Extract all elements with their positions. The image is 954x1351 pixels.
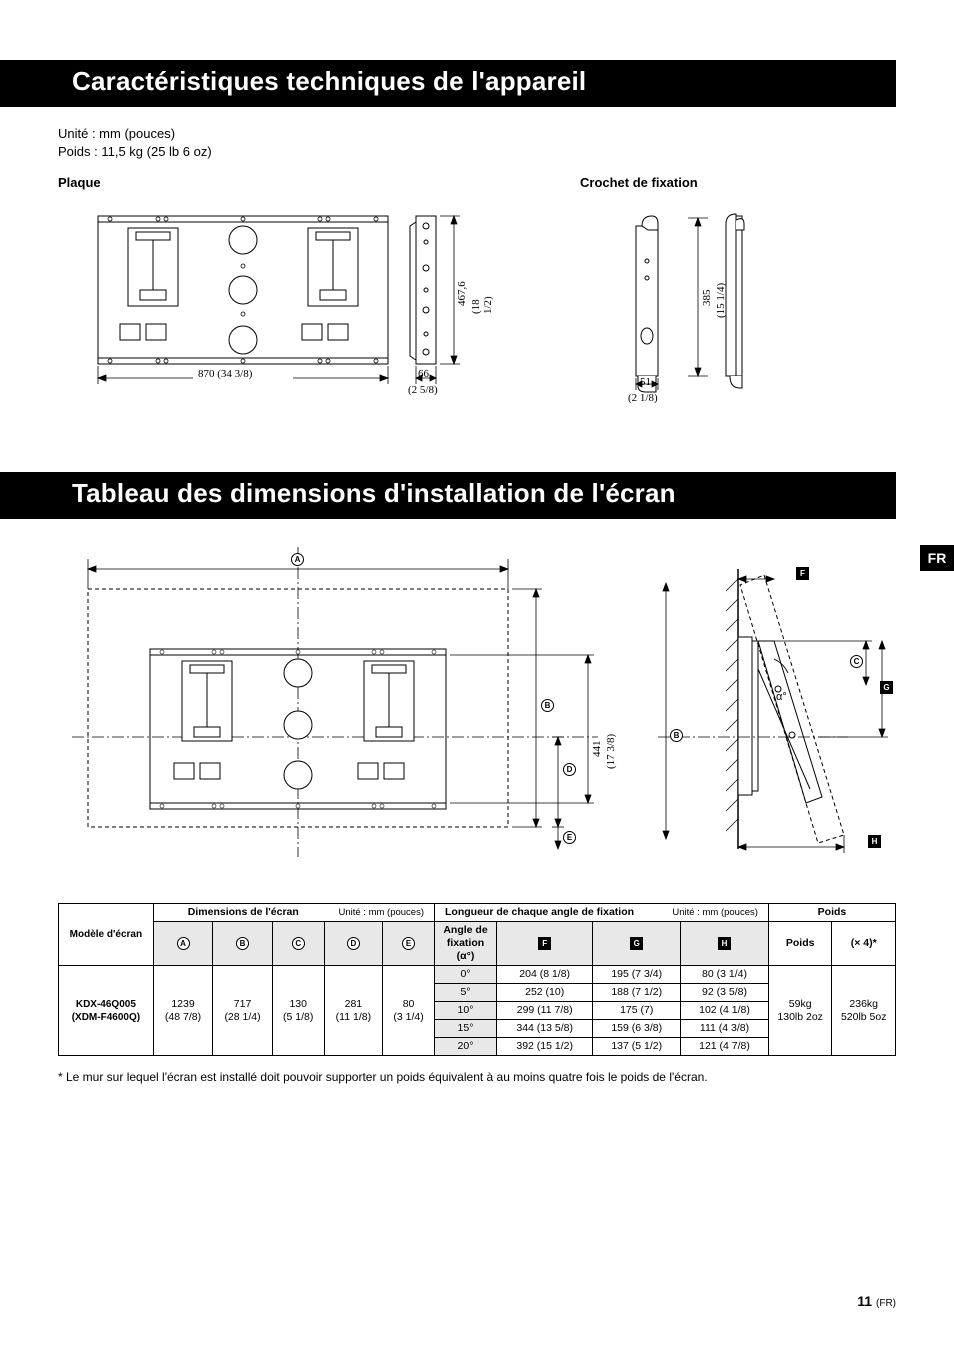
section1-title: Caractéristiques techniques de l'apparei… — [72, 66, 882, 97]
weight4-col: (× 4)* — [832, 922, 896, 966]
front-dim-441: 441 — [591, 741, 603, 758]
label-C-side: C — [850, 655, 863, 668]
plate-colw-in: (2 5/8) — [408, 384, 438, 396]
angle-4-H: 121 (4 7/8) — [681, 1038, 769, 1056]
angle-1-F: 252 (10) — [497, 984, 593, 1002]
angle-0-F: 204 (8 1/8) — [497, 966, 593, 984]
angle-3-G: 159 (6 3/8) — [593, 1020, 681, 1038]
page-num: 11 — [857, 1293, 872, 1309]
section2-band: Tableau des dimensions d'installation de… — [0, 472, 896, 519]
angle-3-deg: 15° — [435, 1020, 497, 1038]
angle-2-G: 175 (7) — [593, 1002, 681, 1020]
front-dim-441-in: (17 3/8) — [605, 734, 617, 769]
model-header: Modèle d'écran — [59, 904, 154, 966]
dim-E: 80 (3 1/4) — [383, 966, 435, 1056]
label-F: F — [796, 567, 809, 580]
angle-2-F: 299 (11 7/8) — [497, 1002, 593, 1020]
model-line1: KDX-46Q005 — [63, 998, 149, 1011]
col-A: A — [177, 937, 190, 950]
hook-width-mm: 51 — [640, 376, 651, 388]
dim-C: 130 (5 1/8) — [272, 966, 324, 1056]
dims-header: Dimensions de l'écran — [158, 906, 299, 919]
angle-2-deg: 10° — [435, 1002, 497, 1020]
len-header: Longueur de chaque angle de fixation — [439, 906, 634, 919]
angle-4-deg: 20° — [435, 1038, 497, 1056]
angle-2-H: 102 (4 1/8) — [681, 1002, 769, 1020]
label-H: H — [868, 835, 881, 848]
hook-figure: 51 (2 1/8) 385 (15 1/4) — [558, 206, 818, 436]
angle-4-F: 392 (15 1/2) — [497, 1038, 593, 1056]
plate-height-in: (18 1/2) — [470, 286, 494, 314]
angle-0-G: 195 (7 3/4) — [593, 966, 681, 984]
angle-0-deg: 0° — [435, 966, 497, 984]
col-B: B — [236, 937, 249, 950]
label-A-front: A — [291, 553, 304, 566]
page-number: 11 (FR) — [857, 1293, 896, 1309]
col-H: H — [718, 937, 731, 950]
crochet-label: Crochet de fixation — [580, 175, 698, 190]
col-C: C — [292, 937, 305, 950]
angle-1-H: 92 (3 5/8) — [681, 984, 769, 1002]
footnote: * Le mur sur lequel l'écran est installé… — [58, 1070, 896, 1084]
dim-D: 281 (11 1/8) — [324, 966, 383, 1056]
label-B-front: B — [541, 699, 554, 712]
col-D: D — [347, 937, 360, 950]
angle-3-H: 111 (4 3/8) — [681, 1020, 769, 1038]
weight4-val: 236kg 520lb 5oz — [832, 966, 896, 1056]
hook-height-in: (15 1/4) — [715, 283, 727, 318]
unit-line2: Poids : 11,5 kg (25 lb 6 oz) — [58, 143, 896, 161]
plate-width-label: 870 (34 3/8) — [198, 368, 252, 380]
dim-A: 1239 (48 7/8) — [153, 966, 213, 1056]
label-B-side: B — [670, 729, 683, 742]
language-tab: FR — [920, 545, 954, 571]
angle-header: Angle de fixation (α°) — [435, 922, 497, 966]
subheads-row: Plaque Crochet de fixation — [58, 175, 896, 190]
page-region: (FR) — [876, 1298, 896, 1309]
unit-line1: Unité : mm (pouces) — [58, 125, 896, 143]
col-F: F — [538, 937, 551, 950]
model-line2: (XDM-F4600Q) — [63, 1011, 149, 1024]
hook-height-mm: 385 — [701, 290, 713, 307]
installation-diagram: A B D E 441 (17 3/8) F C G B H α° — [58, 539, 896, 879]
weight-header: Poids — [768, 904, 895, 922]
weight-val: 59kg 130lb 2oz — [768, 966, 832, 1056]
specs-table: Modèle d'écran Dimensions de l'écran Uni… — [58, 903, 896, 1056]
label-E-front: E — [563, 831, 576, 844]
plaque-label: Plaque — [58, 175, 580, 190]
dim-B: 717 (28 1/4) — [213, 966, 273, 1056]
angle-1-G: 188 (7 1/2) — [593, 984, 681, 1002]
label-D-front: D — [563, 763, 576, 776]
plate-height-mm: 467,6 — [456, 281, 468, 306]
col-E: E — [402, 937, 415, 950]
unit-text: Unité : mm (pouces) Poids : 11,5 kg (25 … — [58, 125, 896, 161]
alpha-label: α° — [776, 691, 787, 703]
weight-col: Poids — [768, 922, 832, 966]
label-G: G — [880, 681, 893, 694]
section2-title: Tableau des dimensions d'installation de… — [72, 478, 882, 509]
len-unit: Unité : mm (pouces) — [672, 906, 764, 919]
dims-unit: Unité : mm (pouces) — [338, 906, 430, 919]
plate-figure: 870 (34 3/8) 66 (2 5/8) 467,6 (18 1/2) — [58, 206, 498, 436]
section1-band: Caractéristiques techniques de l'apparei… — [0, 60, 896, 107]
angle-1-deg: 5° — [435, 984, 497, 1002]
plate-colw-label: 66 — [418, 368, 429, 380]
angle-4-G: 137 (5 1/2) — [593, 1038, 681, 1056]
angle-0-H: 80 (3 1/4) — [681, 966, 769, 984]
hook-width-in: (2 1/8) — [628, 392, 658, 404]
col-G: G — [630, 937, 643, 950]
figures-row: 870 (34 3/8) 66 (2 5/8) 467,6 (18 1/2) — [58, 206, 896, 436]
angle-3-F: 344 (13 5/8) — [497, 1020, 593, 1038]
